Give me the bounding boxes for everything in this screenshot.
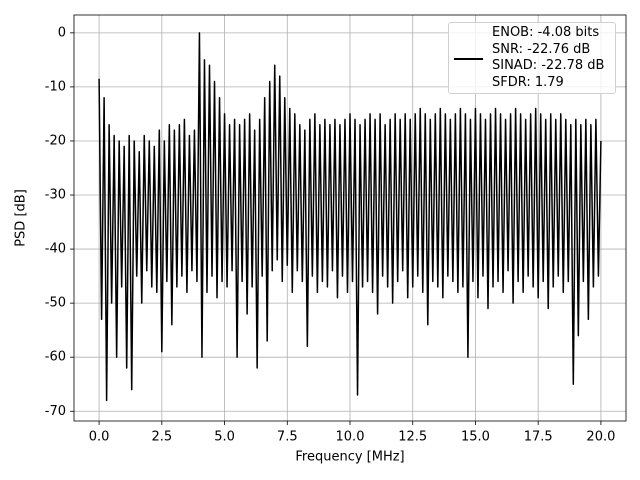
psd-line: [98, 32, 602, 402]
y-tick-label: -70: [45, 404, 66, 419]
x-tick-label: 15.0: [461, 430, 490, 445]
y-tick-label: 0: [58, 25, 66, 40]
y-tick-label: -50: [45, 296, 66, 311]
y-tick-label: -30: [45, 188, 66, 203]
ticks: 0.0 2.5 5.0 7.5 10.0 12.5 15.0 17.5 20.0 0 -10 -20 -…: [45, 25, 616, 444]
x-tick-label: 17.5: [524, 430, 553, 445]
x-tick-label: 20.0: [586, 430, 615, 445]
legend-swatch: [454, 58, 483, 60]
y-tick-label: -60: [45, 350, 66, 365]
x-axis-label: Frequency [MHz]: [295, 450, 404, 465]
plot-frame: [73, 14, 627, 422]
x-tick-label: 7.5: [277, 430, 298, 445]
legend: ENOB: -4.08 bits SNR: -22.76 dB SINAD: -…: [448, 22, 616, 94]
y-tick-label: -10: [45, 79, 66, 94]
legend-label: ENOB: -4.08 bits SNR: -22.76 dB SINAD: -…: [492, 25, 605, 90]
x-tick-label: 10.0: [336, 430, 365, 445]
y-tick-label: -20: [45, 133, 66, 148]
x-tick-label: 5.0: [214, 430, 235, 445]
y-axis-label: PSD [dB]: [14, 189, 29, 247]
x-tick-label: 12.5: [398, 430, 427, 445]
x-tick-label: 0.0: [89, 430, 110, 445]
x-tick-label: 2.5: [151, 430, 172, 445]
y-tick-label: -40: [45, 242, 66, 257]
